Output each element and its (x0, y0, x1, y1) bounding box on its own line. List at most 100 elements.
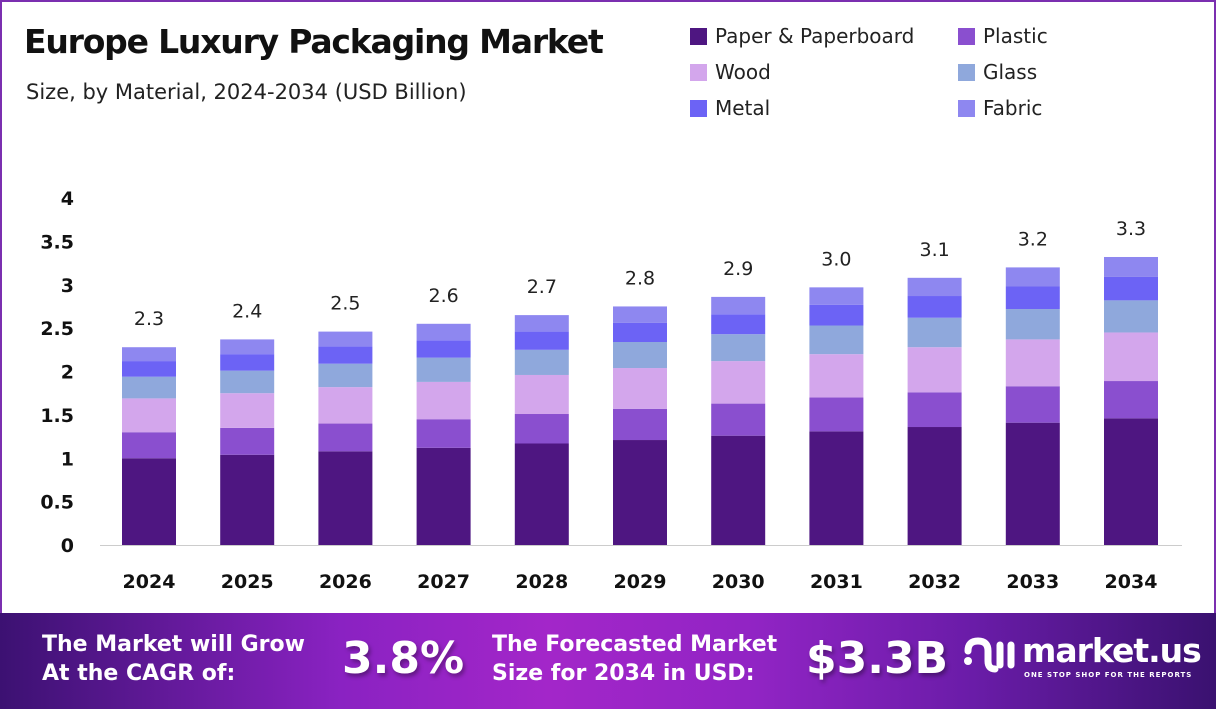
bar-segment-fabric (613, 306, 667, 323)
bar-segment-glass (318, 363, 373, 388)
y-tick-label: 3 (61, 275, 74, 297)
bar-segment-metal (809, 304, 864, 326)
y-tick-label: 2.5 (40, 318, 74, 340)
y-tick-label: 4 (61, 188, 74, 210)
y-tick-label: 3.5 (40, 231, 74, 253)
bar-segment-metal (1005, 286, 1060, 310)
x-tick-label: 2026 (319, 571, 372, 593)
bar-segment-fabric (1005, 267, 1060, 287)
bar-segment-paper-paperboard (122, 458, 176, 545)
stacked-bar-chart: 0 0.5 1 1.5 2 2.5 3 3.5 4 2.3 2024 2.4 2025 2.5 2026 2.… (40, 188, 1182, 593)
y-tick-label: 1.5 (40, 405, 74, 427)
chart-subtitle: Size, by Material, 2024-2034 (USD Billio… (26, 80, 467, 104)
legend-item: Metal (690, 96, 958, 120)
bar-segment-plastic (318, 423, 373, 452)
bar-segment-glass (907, 317, 962, 348)
x-tick-label: 2028 (515, 571, 568, 593)
x-tick-label: 2031 (810, 571, 863, 593)
legend-item: Fabric (958, 96, 1108, 120)
bar-segment-wood (220, 393, 275, 428)
bar-total-label: 2.3 (134, 308, 164, 330)
bar-segment-metal (220, 354, 275, 371)
bar-segment-fabric (711, 296, 766, 315)
bar-total-label: 2.6 (428, 285, 458, 307)
bar-segment-wood (613, 368, 667, 409)
legend-swatch (958, 63, 975, 81)
x-tick-label: 2033 (1006, 571, 1059, 593)
bar-segment-paper-paperboard (809, 431, 864, 545)
chart-title: Europe Luxury Packaging Market (24, 22, 604, 61)
bar-segment-metal (318, 346, 373, 364)
legend-label: Glass (983, 60, 1038, 84)
bar-segment-plastic (1005, 386, 1060, 423)
cagr-label-line2: At the CAGR of: (42, 661, 236, 686)
x-tick-label: 2032 (908, 571, 961, 593)
logo-mark-icon (964, 637, 1015, 673)
y-tick-label: 2 (61, 362, 74, 384)
forecast-label-line1: The Forecasted Market (492, 632, 778, 657)
bar-segment-wood (711, 361, 766, 404)
bar-segment-fabric (122, 347, 176, 362)
legend-swatch (690, 27, 707, 45)
bar-segment-wood (122, 398, 176, 433)
bar-segment-plastic (514, 414, 569, 444)
x-tick-label: 2030 (712, 571, 765, 593)
logo-tagline: ONE STOP SHOP FOR THE REPORTS (1024, 671, 1193, 679)
legend-item: Paper & Paperboard (690, 24, 958, 48)
cagr-value: 3.8% (342, 633, 465, 684)
bar-segment-glass (1005, 309, 1060, 340)
bar-segment-glass (122, 376, 176, 399)
bar-segment-fabric (318, 331, 373, 347)
bar-segment-paper-paperboard (220, 454, 275, 545)
bar-segment-glass (809, 325, 864, 355)
bar-segment-fabric (907, 277, 962, 297)
bar-segment-paper-paperboard (416, 447, 471, 545)
bar-total-label: 2.8 (625, 267, 655, 289)
bar-total-label: 3.1 (919, 239, 949, 261)
x-tick-label: 2025 (221, 571, 274, 593)
bar-segment-glass (416, 357, 471, 382)
bar-segment-metal (613, 322, 667, 343)
x-tick-label: 2029 (614, 571, 667, 593)
bar-total-label: 3.0 (821, 248, 851, 270)
legend: Paper & Paperboard Plastic Wood Glass Metal F… (690, 24, 1110, 120)
bar-segment-paper-paperboard (514, 443, 569, 545)
bar-segment-paper-paperboard (613, 440, 667, 545)
chart-frame (0, 0, 1216, 615)
bar-segment-glass (220, 370, 275, 394)
bar-segment-paper-paperboard (318, 451, 373, 545)
legend-label: Fabric (983, 96, 1043, 120)
legend-swatch (958, 27, 975, 45)
bar-segment-paper-paperboard (1005, 422, 1060, 545)
bar-segment-glass (514, 349, 569, 375)
x-tick-label: 2034 (1105, 571, 1158, 593)
bar-segment-fabric (220, 339, 275, 355)
bar-segment-fabric (1104, 256, 1158, 277)
market-us-logo: market.us ONE STOP SHOP FOR THE REPORTS (962, 631, 1202, 679)
bar-segment-metal (514, 331, 569, 350)
bar-total-label: 2.9 (723, 258, 753, 280)
bar-segment-wood (907, 347, 962, 393)
bar-segment-plastic (809, 397, 864, 432)
bar-segment-metal (711, 314, 766, 335)
bar-segment-plastic (907, 392, 962, 428)
bar-segment-glass (1104, 300, 1158, 333)
logo-name: market.us (1022, 631, 1202, 670)
bar-segment-plastic (613, 408, 667, 441)
bar-segment-paper-paperboard (907, 427, 962, 545)
legend-label: Plastic (983, 24, 1048, 48)
x-tick-label: 2024 (123, 571, 176, 593)
cagr-label: The Market will Grow At the CAGR of: (42, 630, 305, 688)
bar-segment-glass (711, 334, 766, 362)
bar-segment-wood (1005, 339, 1060, 387)
bar-segment-plastic (122, 432, 176, 459)
y-tick-label: 0 (61, 535, 74, 557)
legend-item: Plastic (958, 24, 1108, 48)
bar-segment-plastic (1104, 381, 1158, 419)
cagr-label-line1: The Market will Grow (42, 632, 305, 657)
legend-swatch (690, 63, 707, 81)
bar-segment-fabric (416, 323, 471, 341)
legend-label: Metal (715, 96, 771, 120)
bar-total-label: 3.3 (1116, 218, 1146, 240)
legend-item: Glass (958, 60, 1108, 84)
